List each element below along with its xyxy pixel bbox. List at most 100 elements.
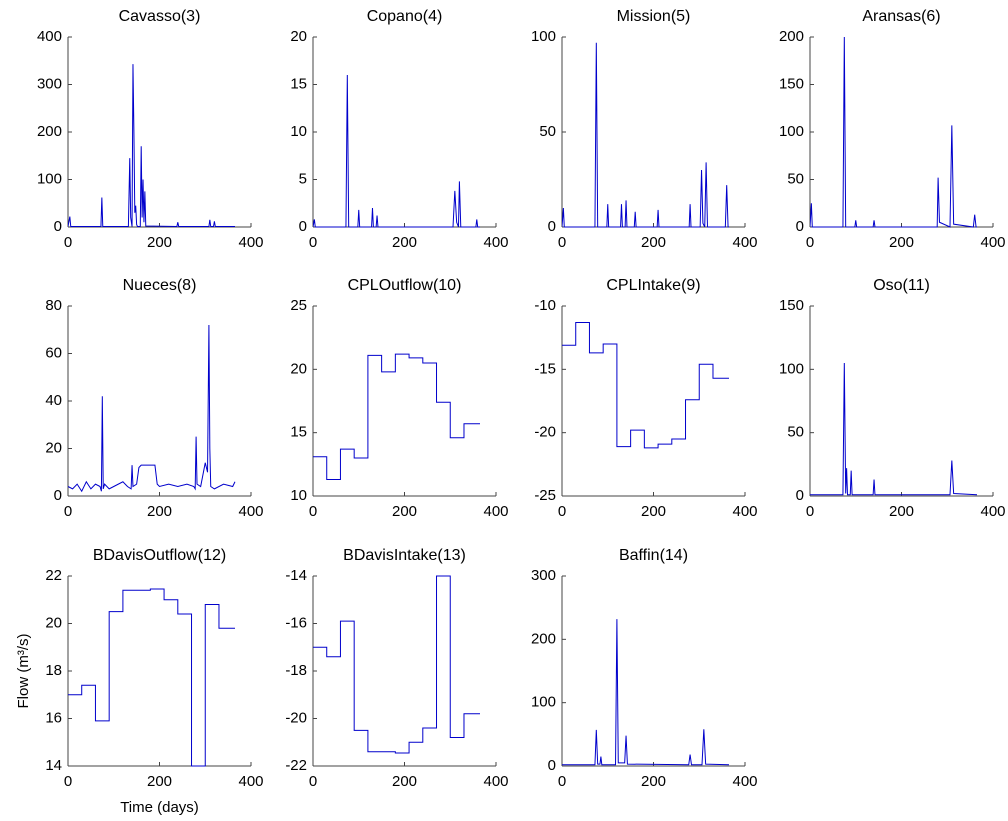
y-tick-label: 150 [779,297,804,314]
subplot: BDavisOutflow(12) 14 16 18 20 22 0 200 400 Time (… [15,547,264,816]
y-tick-label: 300 [531,567,556,584]
y-tick-label: 0 [54,487,62,504]
x-tick-label: 400 [483,234,508,251]
y-tick-label: 100 [779,360,804,377]
plot-area [68,324,236,493]
subplot: Nueces(8) 0 20 40 60 80 0 200 400 [45,277,263,520]
data-line [313,74,480,228]
y-tick-label: 40 [45,392,62,409]
y-tick-label: 100 [779,123,804,140]
x-tick-label: 0 [64,503,72,520]
x-tick-label: 200 [392,234,417,251]
plot-area [562,42,729,228]
y-tick-label: 5 [299,170,307,187]
y-tick-label: 50 [787,424,804,441]
y-tick-label: 25 [290,297,307,314]
x-tick-label: 400 [483,773,508,790]
data-line [562,42,729,228]
x-tick-label: 200 [641,234,666,251]
y-tick-label: 100 [37,170,62,187]
x-tick-label: 400 [732,503,757,520]
x-tick-label: 0 [64,773,72,790]
x-tick-label: 0 [558,773,566,790]
plot-area [313,575,480,754]
y-tick-label: 20 [290,28,307,45]
x-tick-label: 200 [147,234,172,251]
plot-area [313,74,480,228]
x-tick-label: 200 [641,773,666,790]
y-tick-label: 0 [796,218,804,235]
plot-area [313,353,480,481]
x-tick-label: 0 [64,234,72,251]
y-tick-label: 200 [531,630,556,647]
y-tick-label: 150 [779,75,804,92]
data-line [68,324,236,493]
y-tick-label: 10 [290,123,307,140]
subplot-title: Copano(4) [367,8,443,25]
y-tick-label: 80 [45,297,62,314]
plot-area [810,36,977,228]
y-tick-label: 20 [290,360,307,377]
y-tick-label: 100 [531,694,556,711]
subplot-title: Mission(5) [617,8,691,25]
x-tick-label: 200 [889,234,914,251]
x-tick-label: 400 [483,503,508,520]
y-tick-label: 0 [548,218,556,235]
x-tick-label: 0 [806,503,814,520]
subplot-title: BDavisIntake(13) [343,547,466,564]
plot-area [810,362,978,496]
x-tick-label: 0 [558,234,566,251]
x-tick-label: 400 [980,234,1005,251]
x-tick-label: 200 [889,503,914,520]
subplot-title: BDavisOutflow(12) [93,547,226,564]
subplot: BDavisIntake(13) -22 -20 -18 -16 -14 0 200 400 [285,547,508,790]
x-tick-label: 400 [238,234,263,251]
data-line [562,321,729,449]
subplot-title: Oso(11) [873,277,930,294]
subplot: Mission(5) 0 50 100 0 200 400 [531,8,758,251]
subplot-title: Cavasso(3) [119,8,201,25]
x-tick-label: 0 [309,234,317,251]
plot-area [68,64,235,228]
subplot-title: CPLOutflow(10) [348,277,462,294]
y-tick-label: -18 [285,662,307,679]
y-tick-label: 15 [290,75,307,92]
y-tick-label: -15 [534,360,556,377]
x-tick-label: 200 [392,503,417,520]
y-tick-label: -20 [534,424,556,441]
x-tick-label: 400 [980,503,1005,520]
y-tick-label: -14 [285,567,307,584]
x-tick-label: 0 [309,773,317,790]
x-tick-label: 400 [732,234,757,251]
y-tick-label: 0 [54,218,62,235]
x-tick-label: 400 [732,773,757,790]
y-tick-label: 100 [531,28,556,45]
y-tick-label: 200 [37,123,62,140]
subplot-title: Baffin(14) [619,547,688,564]
y-tick-label: 14 [45,757,62,774]
y-tick-label: 300 [37,75,62,92]
x-axis-label: Time (days) [120,799,199,816]
subplot: Cavasso(3) 0 100 200 300 400 0 200 400 [37,8,264,251]
y-tick-label: 0 [299,218,307,235]
data-line [810,362,978,496]
plot-area [562,619,730,766]
y-tick-label: -10 [534,297,556,314]
y-tick-label: 10 [290,487,307,504]
y-tick-label: 22 [45,567,62,584]
y-tick-label: 20 [45,439,62,456]
y-tick-label: 0 [796,487,804,504]
x-tick-label: 400 [238,503,263,520]
subplot: Oso(11) 0 50 100 150 0 200 400 [779,277,1006,520]
y-tick-label: 18 [45,662,62,679]
y-tick-label: 50 [539,123,556,140]
subplot-title: CPLIntake(9) [606,277,700,294]
x-tick-label: 0 [309,503,317,520]
x-tick-label: 400 [238,773,263,790]
subplot: Baffin(14) 0 100 200 300 0 200 400 [531,547,758,790]
y-tick-label: -16 [285,614,307,631]
y-tick-label: -25 [534,487,556,504]
y-tick-label: 60 [45,344,62,361]
